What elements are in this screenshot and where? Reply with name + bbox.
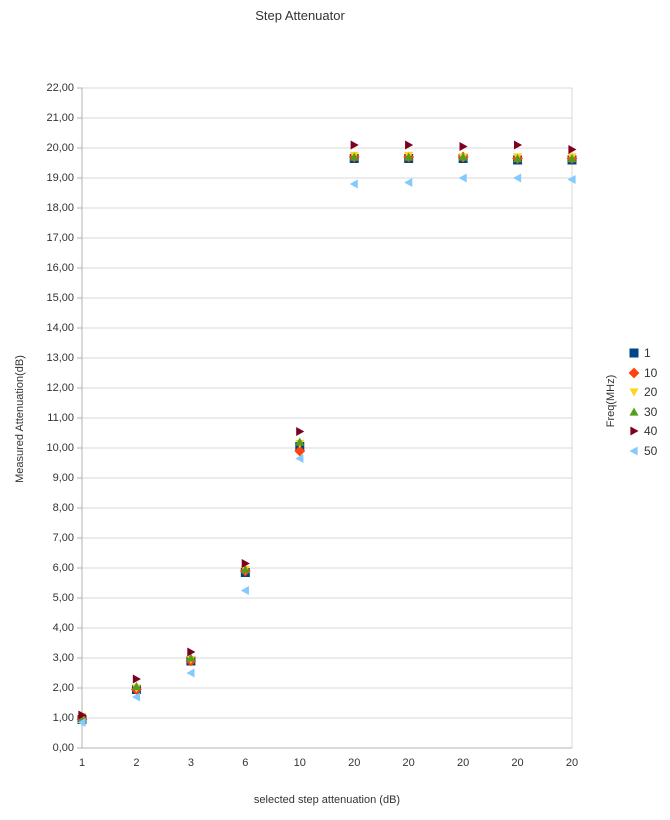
x-axis-title: selected step attenuation (dB)	[253, 794, 401, 806]
triangle-down-icon	[629, 388, 639, 397]
triangle-right-icon	[630, 426, 639, 436]
y-axis-title: Measured Attenuation(dB)	[14, 355, 26, 483]
y-tick-label: 12,00	[46, 382, 74, 394]
data-point	[513, 173, 522, 183]
y-tick-label: 3,00	[52, 652, 74, 664]
data-point	[241, 559, 250, 568]
y-tick-label: 2,00	[52, 682, 74, 694]
data-point	[567, 175, 576, 184]
data-point	[240, 565, 250, 574]
legend-item-30: 30	[628, 403, 657, 421]
data-point	[459, 142, 468, 151]
data-point	[77, 718, 86, 727]
legend-marker	[629, 446, 638, 455]
data-point	[132, 674, 141, 684]
data-point	[78, 710, 87, 720]
legend-item-10: 10	[628, 364, 657, 382]
data-point	[404, 152, 414, 161]
y-tick-label: 22,00	[46, 82, 74, 94]
y-tick-label: 14,00	[46, 322, 74, 334]
legend-marker	[630, 426, 639, 436]
legend-label: 50	[644, 443, 658, 458]
x-tick-label: 1	[78, 757, 86, 769]
y-tick-label: 16,00	[46, 262, 74, 274]
y-tick-label: 10,00	[46, 442, 74, 454]
series-20	[77, 151, 577, 721]
y-tick-label: 7,00	[52, 532, 74, 544]
x-tick-label: 20	[456, 757, 470, 769]
y-tick-label: 11,00	[47, 412, 74, 424]
x-tick-label: 2	[133, 757, 140, 769]
triangle-left-icon	[629, 446, 638, 455]
data-point	[405, 140, 414, 150]
legend-label: 10	[644, 365, 658, 380]
data-point	[513, 140, 523, 150]
legend-marker	[628, 367, 640, 378]
legend-marker	[629, 388, 639, 397]
legend-item-50: 50	[628, 442, 657, 460]
y-tick-label: 21,00	[46, 112, 74, 124]
y-tick-label: 4,00	[52, 622, 74, 634]
series-50	[77, 173, 576, 727]
x-tick-label: 6	[242, 757, 249, 769]
series-30	[77, 152, 577, 724]
y-tick-label: 9,00	[52, 472, 74, 484]
legend-label: 40	[644, 424, 658, 438]
y-tick-label: 19,00	[46, 172, 74, 184]
y-tick-label: 20,00	[46, 142, 74, 154]
data-point	[513, 154, 523, 163]
y-tick-label: 17,00	[46, 232, 74, 244]
triangle-up-icon	[629, 407, 639, 416]
x-tick-label: 10	[293, 757, 306, 769]
data-point	[567, 154, 577, 163]
x-tick-label: 20	[402, 757, 415, 769]
data-point	[350, 140, 359, 150]
data-point	[295, 437, 305, 446]
data-point	[131, 682, 141, 691]
legend-marker	[629, 407, 639, 416]
data-point	[458, 173, 467, 183]
data-point	[186, 653, 196, 662]
data-point	[349, 179, 358, 189]
data-point	[568, 145, 577, 154]
data-point	[296, 427, 305, 436]
series-40	[78, 140, 577, 720]
data-point	[186, 668, 195, 678]
y-tick-label: 0,00	[52, 742, 74, 754]
legend-label: 30	[644, 404, 658, 419]
data-point	[349, 152, 359, 161]
chart-title: Step Attenuator	[255, 8, 345, 23]
legend-title: Freq(MHz)	[605, 374, 617, 428]
square-icon	[629, 348, 639, 358]
y-tick-label: 1,00	[52, 712, 74, 724]
x-tick-label: 20	[348, 757, 361, 769]
data-point	[240, 586, 249, 595]
legend-label: 1	[644, 346, 651, 360]
data-point	[295, 454, 304, 463]
series-1	[77, 154, 577, 724]
legend-label: 20	[644, 385, 658, 399]
legend-item-20: 20	[628, 383, 657, 401]
data-point	[404, 178, 413, 187]
x-tick-label: 3	[187, 757, 194, 769]
y-tick-label: 8,00	[52, 502, 74, 514]
legend-marker	[629, 348, 639, 358]
legend-item-40: 40	[628, 422, 657, 440]
data-point	[131, 692, 141, 702]
diamond-icon	[628, 367, 640, 378]
y-tick-label: 6,00	[52, 562, 74, 574]
y-tick-label: 13,00	[46, 352, 74, 364]
y-tick-label: 15,00	[46, 292, 74, 304]
x-tick-label: 20	[511, 757, 524, 769]
data-point	[458, 152, 468, 161]
legend-item-1: 1	[628, 344, 651, 362]
data-point	[187, 647, 196, 657]
y-tick-label: 5,00	[52, 592, 74, 604]
x-tick-label: 20	[565, 757, 579, 769]
y-tick-label: 18,00	[46, 202, 74, 214]
